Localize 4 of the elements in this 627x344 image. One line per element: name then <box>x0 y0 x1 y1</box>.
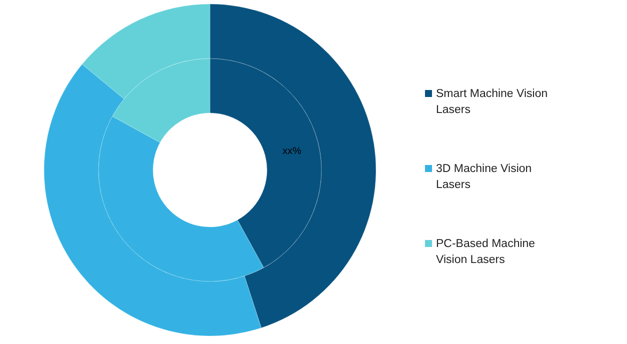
legend-label: Smart Machine Vision Lasers <box>436 88 548 116</box>
legend-label: 3D Machine Vision Lasers <box>436 163 532 191</box>
text: xx% <box>282 146 302 157</box>
legend-label: PC-Based Machine Vision Lasers <box>436 238 536 266</box>
